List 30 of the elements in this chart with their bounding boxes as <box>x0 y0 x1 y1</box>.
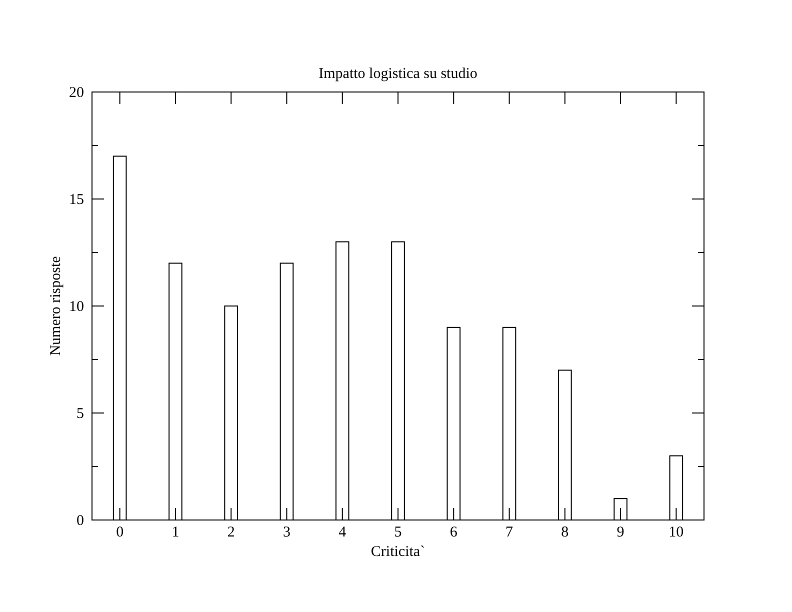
bar <box>669 455 684 520</box>
y-tick-label: 20 <box>69 84 84 101</box>
x-tick-label: 8 <box>561 524 569 541</box>
chart-title: Impatto logistica su studio <box>318 66 478 82</box>
bar <box>391 241 405 520</box>
bar <box>614 498 628 520</box>
y-tick-label: 0 <box>76 512 84 529</box>
x-tick-label: 6 <box>450 524 458 541</box>
x-tick-label: 7 <box>506 524 514 541</box>
y-tick-label: 10 <box>69 298 84 315</box>
x-tick-label: 10 <box>668 524 684 541</box>
bar <box>446 326 461 520</box>
y-axis-title: Numero risposte <box>48 256 64 356</box>
bar <box>558 370 572 520</box>
bar <box>335 241 350 520</box>
bar <box>112 156 127 520</box>
x-tick-label: 3 <box>282 524 290 541</box>
bar <box>168 262 182 520</box>
x-tick-label: 0 <box>116 524 124 541</box>
x-tick-label: 5 <box>394 524 402 541</box>
bar <box>502 326 516 520</box>
x-tick-label: 2 <box>227 524 235 541</box>
x-axis-title: Criticita` <box>370 544 426 560</box>
bar <box>280 262 294 520</box>
x-tick-label: 1 <box>172 524 180 541</box>
y-tick-label: 5 <box>76 406 84 422</box>
y-tick-label: 15 <box>69 192 84 208</box>
x-tick-label: 9 <box>616 524 624 541</box>
x-tick-label: 4 <box>338 524 347 541</box>
bar <box>224 306 238 520</box>
